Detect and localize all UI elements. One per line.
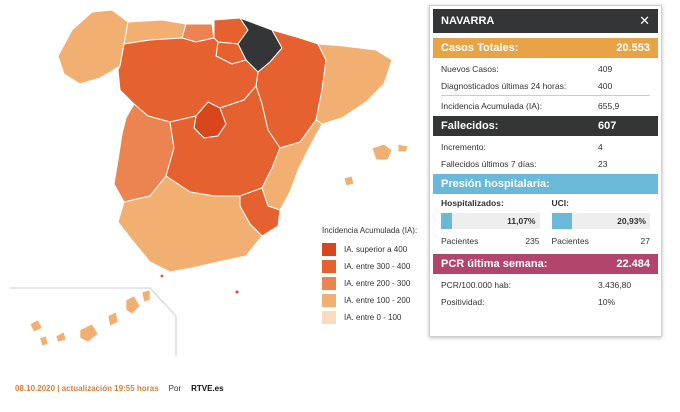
stat-row: Fallecidos últimos 7 días: 23: [441, 155, 650, 172]
stat-row: Nuevos Casos: 409: [441, 60, 650, 77]
region-baleares[interactable]: [371, 143, 393, 161]
region-andalucia[interactable]: [117, 175, 263, 273]
presion-label: Presión hospitalaria:: [441, 178, 550, 190]
stat-label: Positividad:: [441, 296, 485, 307]
pacientes-value: 27: [640, 236, 650, 246]
uci-pct: 20,93%: [617, 216, 646, 226]
legend-label: IA. entre 100 - 200: [344, 296, 411, 305]
stat-label: PCR/100.000 hab:: [441, 279, 511, 290]
stat-label: Nuevos Casos:: [441, 63, 499, 74]
source-link[interactable]: RTVE.es: [191, 384, 224, 393]
region-baleares-ibiza[interactable]: [343, 175, 355, 187]
canarias-frame: [10, 287, 177, 356]
casos-details: Nuevos Casos: 409 Diagnosticados últimas…: [430, 58, 661, 116]
pacientes-label: Pacientes: [441, 236, 479, 246]
hospitalizados-label: Hospitalizados:: [441, 198, 504, 208]
stat-value: 3.436,80: [598, 279, 632, 290]
uci-block: UCI: 20,93% Pacientes 27: [551, 198, 651, 246]
byline-label: Por: [168, 384, 182, 393]
legend-item: IA. superior a 400: [322, 241, 417, 258]
legend-swatch: [322, 311, 336, 324]
legend-swatch: [322, 260, 336, 273]
divider: [441, 95, 650, 96]
legend-item: IA. entre 200 - 300: [322, 275, 417, 292]
region-cataluna[interactable]: [315, 43, 393, 125]
legend-label: IA. entre 300 - 400: [344, 262, 411, 271]
fallecidos-value: 607: [598, 120, 617, 132]
close-icon[interactable]: ✕: [639, 13, 650, 28]
pacientes-row: Pacientes 235: [441, 236, 540, 246]
fallecidos-label: Fallecidos:: [441, 120, 499, 132]
pcr-label: PCR última semana:: [441, 258, 548, 270]
stat-row: Positividad: 10%: [441, 293, 650, 310]
fallecidos-details: Incremento: 4 Fallecidos últimos 7 días:…: [430, 136, 661, 174]
hospitalizados-fill: [441, 213, 452, 229]
panel-header: NAVARRA ✕: [433, 9, 658, 33]
region-ceuta[interactable]: [159, 273, 165, 279]
uci-bar: 20,93%: [551, 213, 650, 229]
fallecidos-header: Fallecidos: 607: [433, 116, 658, 136]
casos-totales-value: 20.553: [616, 42, 650, 54]
legend-swatch: [322, 277, 336, 290]
stat-value: 409: [598, 63, 613, 74]
uci-label: UCI:: [551, 198, 569, 208]
hospitalizados-block: Hospitalizados: 11,07% Pacientes 235: [441, 198, 540, 246]
pcr-details: PCR/100.000 hab: 3.436,80 Positividad: 1…: [430, 274, 661, 312]
footer: 08.10.2020 | actualización 19:55 horas P…: [15, 384, 224, 393]
legend: Incidencia Acumulada (IA): IA. superior …: [322, 226, 417, 326]
region-baleares-menorca[interactable]: [397, 143, 409, 153]
pacientes-label: Pacientes: [551, 236, 589, 246]
stat-value: 400: [598, 80, 613, 91]
hospitalizados-pct: 11,07%: [507, 216, 536, 226]
pcr-value: 22.484: [616, 258, 650, 270]
hospitalizados-bar: 11,07%: [441, 213, 540, 229]
region-melilla[interactable]: [234, 289, 240, 295]
casos-totales-header: Casos Totales: 20.553: [433, 38, 658, 58]
stat-row: Incremento: 4: [441, 138, 650, 155]
spain-map: [10, 9, 409, 356]
legend-item: IA. entre 300 - 400: [322, 258, 417, 275]
stat-label: Incremento:: [441, 141, 486, 152]
legend-label: IA. entre 200 - 300: [344, 279, 411, 288]
ia-value: 655,9: [598, 100, 620, 111]
pacientes-value: 235: [525, 236, 540, 246]
legend-label: IA. entre 0 - 100: [344, 313, 402, 322]
region-info-panel: NAVARRA ✕ Casos Totales: 20.553 Nuevos C…: [429, 5, 662, 337]
presion-hospitalaria-header: Presión hospitalaria:: [433, 174, 658, 194]
stat-value: 4: [598, 141, 603, 152]
legend-label: IA. superior a 400: [344, 245, 408, 254]
uci-fill: [551, 213, 573, 229]
legend-item: IA. entre 100 - 200: [322, 292, 417, 309]
region-galicia[interactable]: [57, 9, 129, 85]
stat-row: Incidencia Acumulada (IA): 655,9: [441, 97, 650, 114]
stat-row: PCR/100.000 hab: 3.436,80: [441, 276, 650, 293]
region-canarias[interactable]: [29, 289, 151, 347]
ia-label: Incidencia Acumulada (IA):: [441, 100, 543, 111]
legend-swatch: [322, 294, 336, 307]
pcr-header: PCR última semana: 22.484: [433, 254, 658, 274]
legend-swatch: [322, 243, 336, 256]
update-date: 08.10.2020 | actualización 19:55 horas: [15, 384, 159, 393]
stat-value: 10%: [598, 296, 616, 307]
region-valencia[interactable]: [261, 119, 323, 211]
pacientes-row: Pacientes 27: [552, 236, 651, 246]
legend-title: Incidencia Acumulada (IA):: [322, 226, 418, 235]
casos-totales-label: Casos Totales:: [441, 42, 519, 54]
hospital-stats: Hospitalizados: 11,07% Pacientes 235 UCI…: [430, 194, 661, 246]
stat-label: Diagnosticados últimas 24 horas:: [441, 80, 567, 91]
region-title: NAVARRA: [441, 15, 495, 27]
stat-row: Diagnosticados últimas 24 horas: 400: [441, 77, 650, 94]
stat-label: Fallecidos últimos 7 días:: [441, 158, 537, 169]
stat-value: 23: [598, 158, 608, 169]
legend-item: IA. entre 0 - 100: [322, 309, 417, 326]
